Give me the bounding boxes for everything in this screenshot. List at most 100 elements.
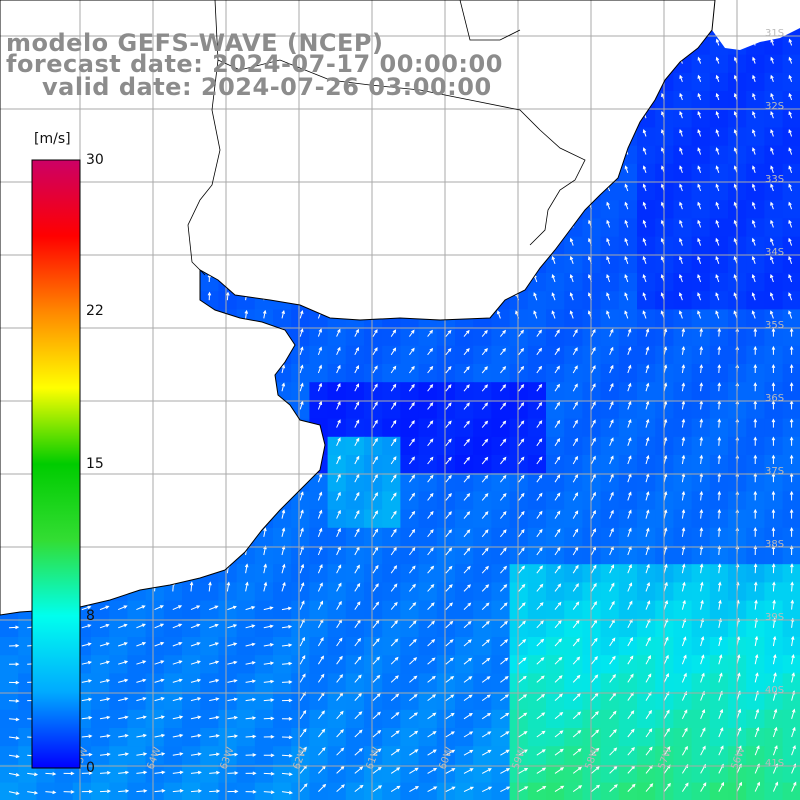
wind-arrow <box>609 711 617 720</box>
wind-arrow <box>318 765 326 774</box>
field-cell <box>309 509 329 529</box>
wind-arrow <box>627 710 634 720</box>
wind-arrow-head <box>538 420 543 425</box>
wind-arrow-head <box>504 657 509 662</box>
wind-arrow-head <box>484 420 489 425</box>
wind-arrow-head <box>251 661 256 665</box>
wind-arrow <box>427 621 435 629</box>
wind-arrow <box>281 383 285 392</box>
field-cell <box>291 618 310 638</box>
wind-arrow <box>590 565 597 574</box>
wind-arrow <box>700 546 703 556</box>
wind-arrow-head <box>124 678 129 683</box>
field-cell <box>673 127 693 147</box>
field-cell <box>764 236 784 256</box>
field-cell <box>764 382 784 401</box>
field-cell <box>782 36 800 56</box>
field-cell <box>655 218 674 238</box>
field-cell <box>564 436 583 456</box>
wind-arrow-head <box>448 511 452 516</box>
wind-arrow <box>645 473 649 483</box>
wind-arrow-head <box>752 183 756 188</box>
wind-arrow-head <box>754 654 759 659</box>
wind-arrow <box>609 383 614 392</box>
field-cell <box>236 564 256 583</box>
field-cell <box>582 254 602 274</box>
wind-arrow-head <box>646 563 650 568</box>
field-cell <box>709 291 729 310</box>
wind-arrow-head <box>252 753 257 757</box>
field-cell <box>327 655 347 674</box>
wind-arrow-head <box>679 129 683 134</box>
field-cell <box>782 291 800 310</box>
wind-arrow <box>317 564 323 574</box>
wind-arrow <box>697 184 702 192</box>
wind-arrow-head <box>697 74 701 79</box>
colorbar-tick-0: 0 <box>86 760 95 776</box>
wind-arrow-head <box>467 639 472 643</box>
wind-arrow-head <box>88 716 93 720</box>
wind-arrow <box>554 730 563 738</box>
wind-arrow-head <box>594 674 599 679</box>
wind-arrow <box>427 712 436 720</box>
wind-arrow-head <box>592 455 596 460</box>
wind-arrow <box>336 656 343 665</box>
wind-arrow <box>209 716 219 720</box>
field-cell <box>782 546 800 565</box>
wind-arrow-head <box>468 713 473 717</box>
field-cell <box>637 764 656 784</box>
wind-arrow <box>590 546 596 556</box>
wind-arrow <box>700 709 705 719</box>
wind-arrow <box>445 529 452 538</box>
wind-arrow <box>681 347 685 355</box>
wind-arrow <box>154 660 164 665</box>
wind-arrow-head <box>88 771 93 775</box>
field-cell <box>600 400 620 420</box>
field-cell <box>673 691 693 711</box>
field-cell <box>618 564 638 583</box>
field-cell <box>327 728 347 747</box>
wind-arrow-head <box>320 673 325 678</box>
wind-arrow <box>336 747 344 756</box>
wind-arrow <box>390 529 397 538</box>
field-cell <box>764 127 784 147</box>
wind-arrow-head <box>467 620 472 625</box>
wind-arrow-head <box>574 528 579 533</box>
wind-arrow-head <box>318 310 322 315</box>
field-cell <box>691 564 711 583</box>
wind-arrow-head <box>301 600 305 605</box>
field-cell <box>291 637 310 656</box>
wind-arrow-head <box>682 599 686 604</box>
field-cell <box>327 509 347 529</box>
wind-arrow <box>788 293 793 301</box>
wind-arrow-head <box>466 511 471 516</box>
field-cell <box>618 400 638 420</box>
wind-arrow <box>536 584 543 592</box>
wind-arrow <box>718 328 720 337</box>
wind-arrow <box>627 765 635 774</box>
wind-arrow-head <box>340 729 344 733</box>
wind-arrow <box>770 148 774 155</box>
wind-arrow <box>770 293 774 301</box>
wind-arrow-head <box>429 420 434 425</box>
wind-arrow <box>354 601 361 610</box>
wind-arrow-head <box>522 620 526 625</box>
wind-arrow-head <box>648 746 653 751</box>
wind-arrow-head <box>413 657 418 661</box>
wind-arrow-head <box>466 474 471 479</box>
wind-arrow-head <box>541 749 546 753</box>
wind-arrow <box>536 639 544 647</box>
wind-arrow <box>372 712 381 720</box>
wind-arrow <box>135 582 138 592</box>
field-cell <box>618 309 638 329</box>
field-cell <box>746 418 765 438</box>
wind-arrow <box>681 437 685 446</box>
wind-arrow <box>736 746 742 756</box>
wind-arrow <box>390 602 398 610</box>
wind-arrow-head <box>521 565 526 570</box>
wind-arrow-head <box>160 697 165 701</box>
wind-arrow <box>281 510 285 519</box>
field-cell <box>764 200 784 219</box>
field-cell <box>473 546 492 565</box>
